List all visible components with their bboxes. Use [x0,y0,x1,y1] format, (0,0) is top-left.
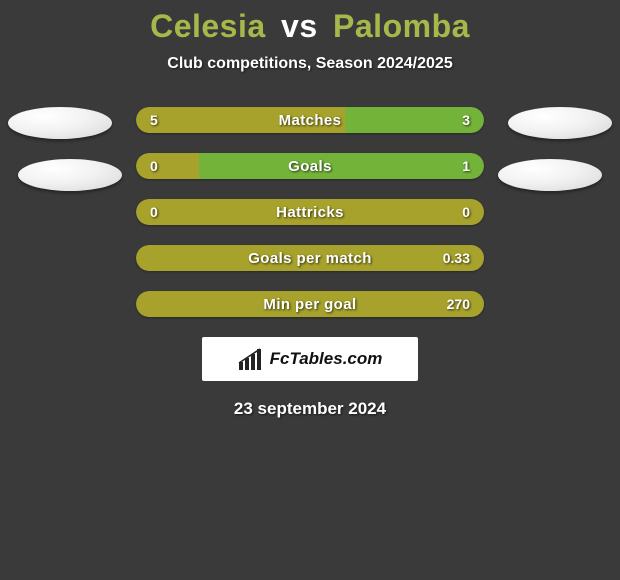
stat-value-right: 0 [462,199,470,225]
stat-bar: Goals0 1 [136,153,484,179]
stat-bar: Hattricks0 0 [136,199,484,225]
logo-text: FcTables.com [270,349,383,369]
stat-row-2: Hattricks0 0 [0,199,620,225]
stat-bar: Matches5 3 [136,107,484,133]
stat-label: Goals per match [136,245,484,271]
title-player1: Celesia [150,8,266,44]
stat-value-left: 0 [150,153,158,179]
page-title: Celesia vs Palomba [0,0,620,45]
stat-bar: Goals per match0.33 [136,245,484,271]
stat-row-4: Min per goal270 [0,291,620,317]
logo-box[interactable]: FcTables.com [202,337,418,381]
title-player2: Palomba [333,8,470,44]
stat-value-right: 1 [462,153,470,179]
subtitle: Club competitions, Season 2024/2025 [0,55,620,73]
stat-label: Matches [136,107,484,133]
stat-label: Hattricks [136,199,484,225]
stat-value-right: 0.33 [443,245,470,271]
bars-icon [238,348,264,370]
stat-label: Goals [136,153,484,179]
stat-row-0: Matches5 3 [0,107,620,133]
stat-value-right: 270 [447,291,470,317]
stat-value-left: 0 [150,199,158,225]
stat-row-1: Goals0 1 [0,153,620,179]
date-text: 23 september 2024 [0,399,620,419]
stat-label: Min per goal [136,291,484,317]
stat-bar: Min per goal270 [136,291,484,317]
stat-value-left: 5 [150,107,158,133]
title-vs: vs [281,8,318,44]
stat-row-3: Goals per match0.33 [0,245,620,271]
stat-value-right: 3 [462,107,470,133]
comparison-section: Matches53Goals01Hattricks00Goals per mat… [0,107,620,317]
